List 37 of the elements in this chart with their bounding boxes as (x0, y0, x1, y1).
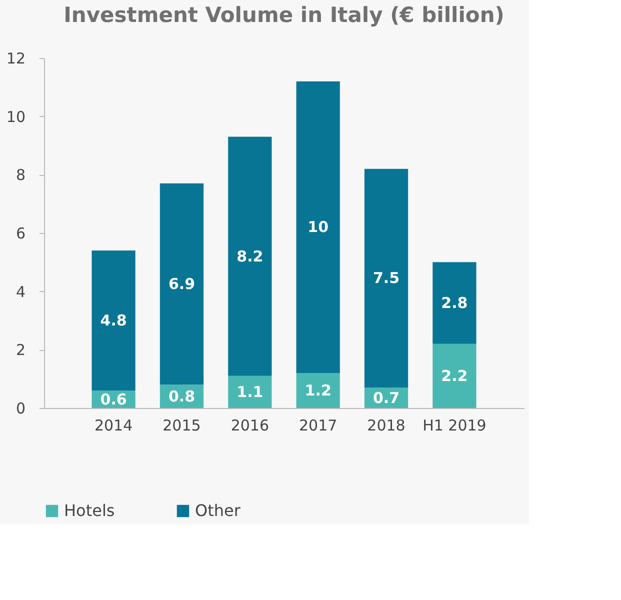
bar (432, 344, 476, 408)
x-tick-label: 2018 (367, 416, 406, 434)
data-label: 2.8 (441, 294, 468, 312)
bar (228, 136, 272, 376)
data-label: 1.1 (236, 382, 264, 401)
bar (228, 376, 272, 408)
bar (296, 81, 340, 373)
data-label: 0.6 (100, 390, 127, 408)
data-label: 1.2 (304, 382, 332, 400)
bar (92, 250, 136, 390)
y-tick-label: 12 (6, 50, 26, 68)
y-tick-label: 6 (16, 224, 26, 242)
x-tick-label: 2016 (230, 416, 270, 434)
data-label: 0.7 (372, 388, 400, 407)
bar (432, 262, 476, 344)
x-tick-label: H1 2019 (422, 416, 486, 434)
y-tick-label: 10 (6, 108, 26, 126)
y-tick-label: 8 (16, 166, 26, 184)
data-label: 2.2 (441, 366, 468, 385)
legend-label: Hotels (64, 501, 115, 520)
x-tick-label: 2017 (298, 416, 338, 434)
bar (296, 373, 340, 408)
bar (364, 168, 408, 388)
y-tick-label: 2 (16, 341, 26, 360)
data-label: 8.2 (236, 247, 264, 266)
data-label: 4.8 (100, 312, 127, 330)
y-tick-label: 0 (16, 400, 26, 418)
chart-title: Investment Volume in Italy (€ billion) (64, 3, 504, 27)
legend-label: Other (195, 501, 241, 520)
data-label: 0.8 (168, 387, 196, 406)
bar (160, 183, 204, 385)
data-label: 7.5 (372, 269, 400, 288)
data-label: 10 (308, 218, 329, 236)
x-tick-label: 2014 (94, 416, 133, 434)
data-label: 6.9 (168, 275, 196, 294)
y-tick-label: 4 (16, 282, 26, 301)
x-tick-label: 2015 (162, 416, 201, 434)
